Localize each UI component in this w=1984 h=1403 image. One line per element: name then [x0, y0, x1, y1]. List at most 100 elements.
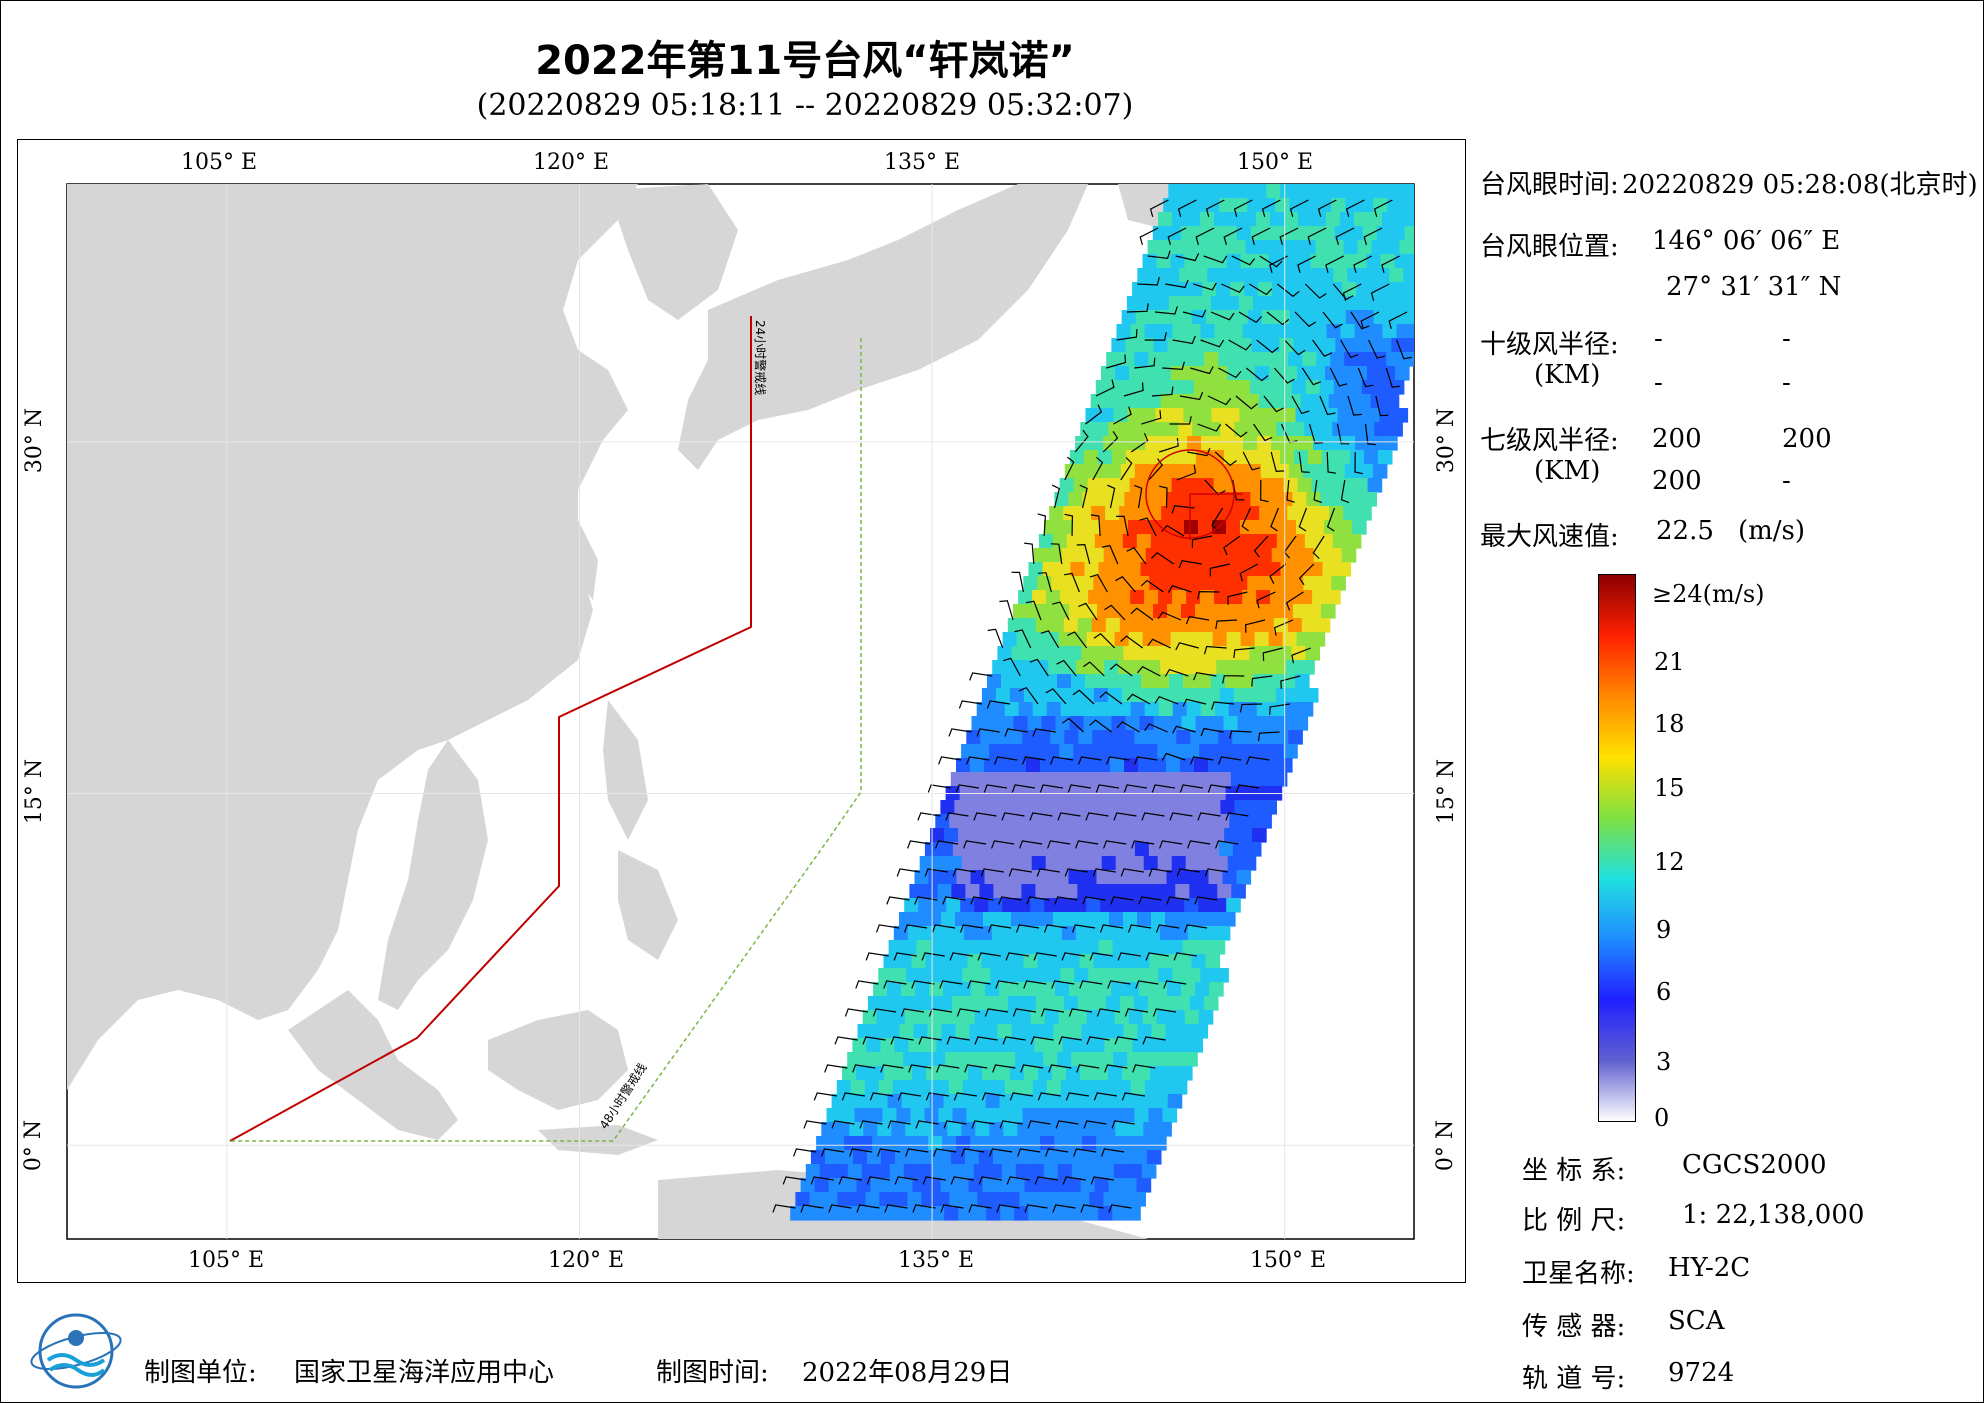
wind-cell	[1342, 282, 1357, 297]
wind-barb	[1270, 507, 1280, 532]
wind-cell	[1141, 674, 1156, 689]
wind-barb	[1144, 332, 1167, 341]
wind-cell	[1022, 1108, 1038, 1123]
wind-cell	[889, 1164, 905, 1179]
wind-cell	[938, 842, 954, 857]
wind-cell	[1191, 688, 1207, 703]
wind-cell	[1387, 198, 1402, 213]
wind-barb	[1023, 980, 1047, 989]
typhoon-eye-marker	[1145, 449, 1243, 540]
wind-cell	[1278, 758, 1293, 773]
wind-cell	[1257, 814, 1272, 829]
footer-date-label: 制图时间:	[656, 1358, 769, 1388]
wind-cell	[977, 814, 992, 829]
wind-cell	[1216, 282, 1231, 297]
wind-cell	[1188, 772, 1204, 787]
wind-barb	[1120, 868, 1144, 877]
wind-cell	[1079, 688, 1095, 703]
wind-cell	[1362, 492, 1377, 507]
wind-cell	[1033, 926, 1049, 941]
wind-cell	[1258, 394, 1274, 409]
wind-cell	[1320, 226, 1336, 241]
wind-cell	[1263, 380, 1279, 395]
wind-cell	[974, 898, 989, 913]
wind-cell	[1249, 380, 1265, 395]
wind-cell	[1038, 1178, 1054, 1193]
wind-cell	[862, 1010, 878, 1025]
lon-top-label-105: 105° E	[181, 150, 258, 175]
wind-cell	[1218, 352, 1233, 367]
wind-cell	[1213, 478, 1229, 493]
wind-cell	[1307, 604, 1322, 619]
wind-cell	[886, 1136, 901, 1151]
wind-cell	[1132, 1038, 1147, 1053]
wind-barb	[940, 1204, 964, 1213]
wind-cell	[1090, 394, 1106, 409]
wind-cell	[1296, 632, 1312, 647]
wind-barb	[1120, 635, 1144, 649]
wind-cell	[1254, 520, 1269, 535]
wind-cell	[1236, 226, 1252, 241]
wind-cell	[903, 1052, 918, 1067]
wind-cell	[1085, 674, 1100, 689]
wind-barb	[1029, 658, 1049, 677]
wind-cell	[992, 772, 1008, 787]
wind-cell	[1198, 898, 1213, 913]
wind-cell	[1246, 730, 1261, 745]
wind-cell	[1289, 310, 1305, 325]
wind-barb	[1187, 840, 1211, 849]
wind-cell	[1284, 324, 1300, 339]
wind-cell	[968, 1066, 983, 1081]
wind-cell	[1167, 604, 1182, 619]
wind-field-map[interactable]: 24小时警戒线 48小时警戒线	[18, 140, 1465, 1282]
wind-cell	[1259, 506, 1274, 521]
wind-cell	[1147, 240, 1163, 255]
wind-cell	[1041, 716, 1057, 731]
wind-cell	[914, 870, 930, 885]
wind-barb	[1312, 339, 1332, 357]
wind-barb	[1067, 784, 1091, 793]
wind-barb	[959, 924, 984, 933]
wind-cell	[1090, 1038, 1105, 1053]
wind-cell	[1064, 1108, 1080, 1123]
wind-cell	[1232, 730, 1247, 745]
wind-cell	[1132, 394, 1148, 409]
wind-cell	[1164, 800, 1179, 815]
wind-cell	[883, 954, 899, 969]
wind-barb	[943, 1120, 967, 1129]
wind-cell	[975, 1122, 990, 1137]
wind-cell	[1026, 758, 1041, 773]
wind-barb	[1096, 1008, 1121, 1017]
wind-barb	[1273, 367, 1295, 384]
wind-cell	[1262, 800, 1277, 815]
warning-line-24h	[229, 316, 752, 1142]
wind-cell	[1137, 646, 1152, 661]
wind-cell	[1066, 1066, 1081, 1081]
wind-barb	[1173, 952, 1197, 961]
wind-barb	[1074, 429, 1089, 453]
wind-cell	[1392, 296, 1408, 311]
wind-cell	[1146, 772, 1162, 787]
wind-barb	[1126, 303, 1149, 313]
wind-cell	[1163, 688, 1179, 703]
wind-cell	[992, 1038, 1007, 1053]
wind-cell	[902, 1206, 917, 1221]
wind-barb	[1375, 395, 1389, 417]
wind-cell	[1054, 870, 1070, 885]
wind-cell	[1084, 940, 1100, 955]
wind-barb	[1050, 756, 1074, 765]
wind-cell	[1043, 1052, 1058, 1067]
wind-cell	[921, 1192, 936, 1207]
wind-cell	[1181, 716, 1197, 731]
wind-cell	[1178, 800, 1193, 815]
wind-cell	[1065, 576, 1080, 591]
wind-barb	[880, 1064, 904, 1073]
wind-cell	[1104, 394, 1120, 409]
wind-cell	[1310, 520, 1325, 535]
wind-cell	[1168, 184, 1183, 199]
wind-cell	[970, 758, 985, 773]
wind-barb	[1228, 339, 1252, 351]
wind-cell	[842, 1178, 858, 1193]
wind-cell	[990, 968, 1005, 983]
wind-cell	[1357, 506, 1372, 521]
